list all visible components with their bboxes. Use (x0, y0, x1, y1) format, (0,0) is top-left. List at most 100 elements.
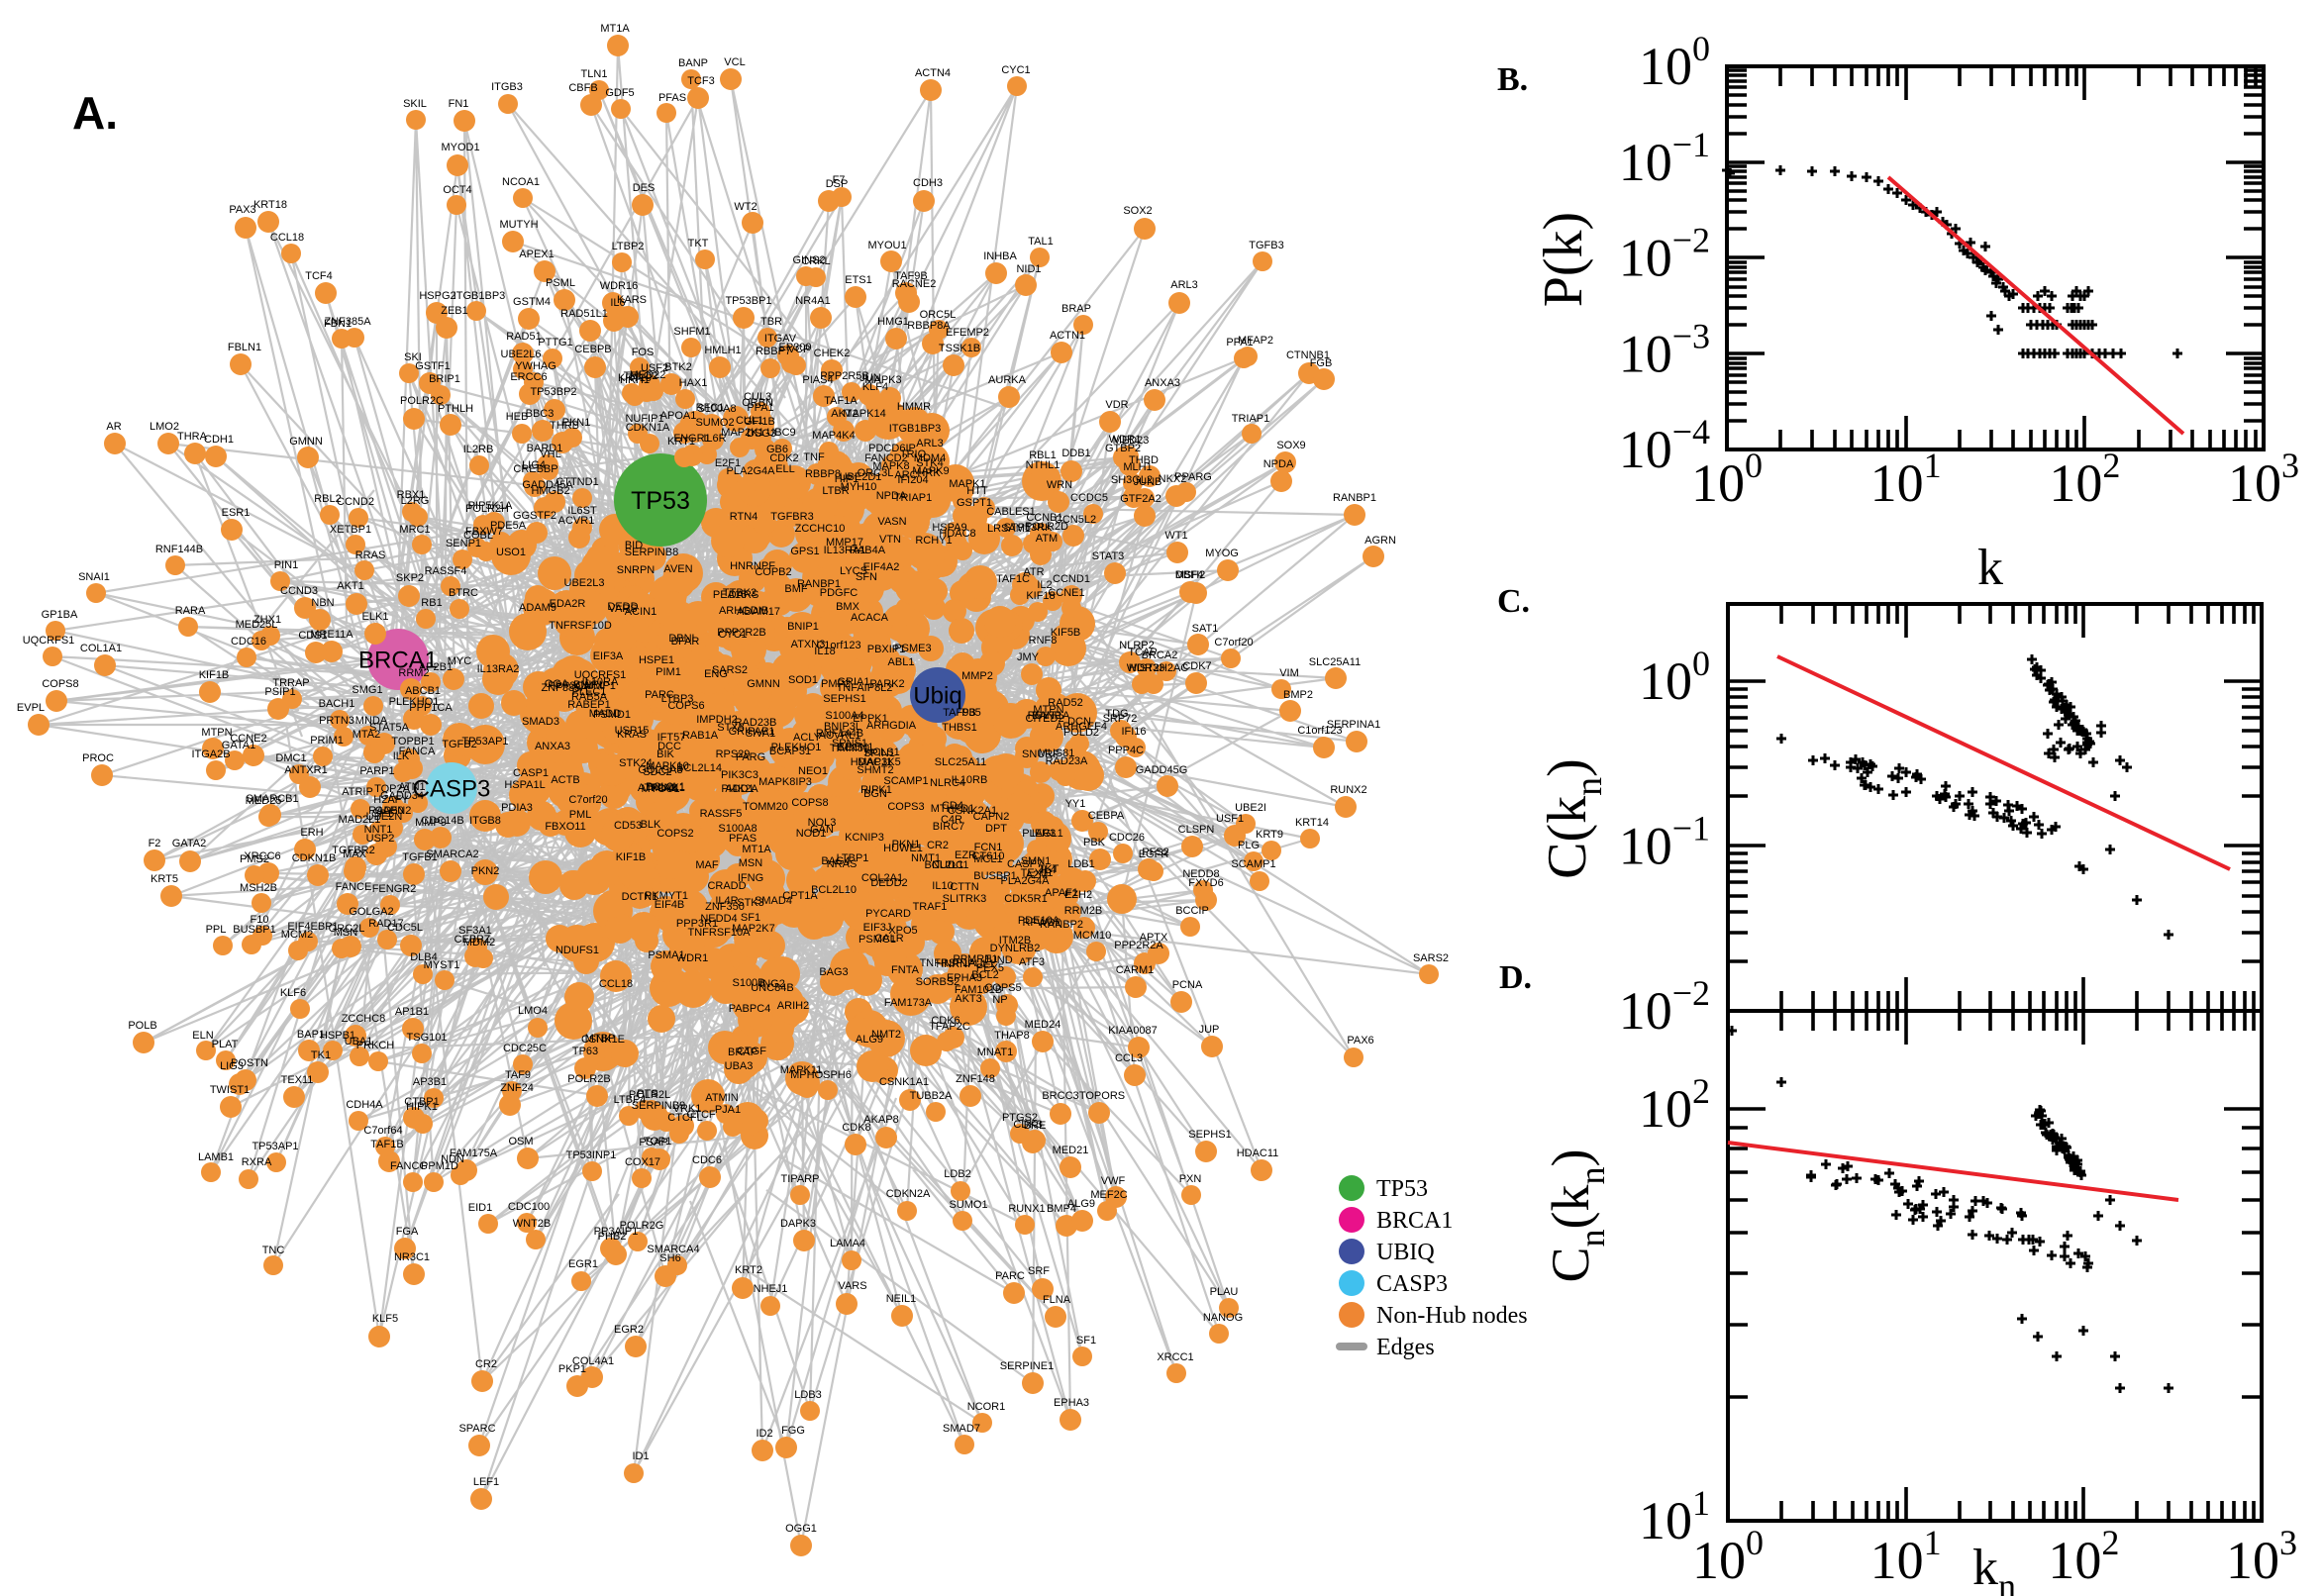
svg-text:MTHFD1: MTHFD1 (931, 803, 975, 815)
svg-text:MED25L: MED25L (236, 619, 278, 631)
svg-text:FENGR2: FENGR2 (372, 883, 417, 895)
svg-text:MAPK3: MAPK3 (864, 374, 901, 386)
svg-text:FANCD2: FANCD2 (864, 452, 907, 464)
svg-text:ACTN4: ACTN4 (915, 67, 951, 79)
svg-text:PLAU: PLAU (1210, 1286, 1239, 1298)
svg-text:RAD51: RAD51 (506, 331, 541, 343)
svg-text:Non-Hub nodes: Non-Hub nodes (1376, 1303, 1528, 1329)
svg-text:GOLGA2: GOLGA2 (349, 906, 393, 918)
svg-text:TAF9B: TAF9B (943, 707, 975, 719)
svg-text:MDM2: MDM2 (463, 937, 495, 948)
svg-text:TGFB1: TGFB1 (402, 851, 437, 863)
svg-text:DBF4: DBF4 (1175, 569, 1203, 581)
svg-text:RANBP2: RANBP2 (1040, 919, 1083, 931)
svg-text:IL13RA1: IL13RA1 (824, 545, 866, 556)
svg-text:RACNE2: RACNE2 (892, 278, 937, 290)
svg-text:PIP5K1A: PIP5K1A (468, 500, 513, 512)
svg-text:DMC1: DMC1 (275, 752, 306, 764)
svg-text:D.: D. (1499, 959, 1532, 996)
svg-text:SFN: SFN (856, 571, 877, 583)
svg-text:NCOA1: NCOA1 (502, 176, 540, 188)
svg-text:CREBBP: CREBBP (513, 463, 557, 475)
svg-text:STK24: STK24 (619, 757, 653, 769)
svg-text:PPL: PPL (206, 924, 227, 936)
svg-text:HSPG2: HSPG2 (419, 290, 455, 302)
svg-text:VARS: VARS (838, 1280, 866, 1292)
svg-text:KRT14: KRT14 (1295, 817, 1329, 829)
svg-text:POLR2B: POLR2B (567, 1073, 610, 1085)
svg-text:LTBP3: LTBP3 (661, 693, 694, 705)
svg-text:ELN: ELN (192, 1030, 213, 1042)
svg-text:H2AFY: H2AFY (373, 794, 409, 806)
svg-text:CDC25C: CDC25C (503, 1043, 547, 1054)
svg-text:KLF6: KLF6 (280, 987, 306, 999)
svg-text:ITM2B: ITM2B (999, 935, 1031, 947)
svg-text:TKT: TKT (1039, 863, 1060, 875)
svg-text:BAG3: BAG3 (819, 966, 848, 978)
svg-text:CDS1: CDS1 (298, 630, 327, 642)
svg-text:RXRA: RXRA (242, 1156, 272, 1168)
svg-text:COPS6: COPS6 (667, 700, 704, 712)
svg-text:IL4R: IL4R (715, 895, 738, 907)
svg-text:SF1: SF1 (741, 912, 760, 924)
svg-text:THRB: THRB (550, 420, 579, 432)
svg-text:GADD45A: GADD45A (522, 479, 573, 491)
svg-text:POLR2G: POLR2G (620, 1220, 664, 1232)
svg-text:MNDA: MNDA (355, 715, 388, 727)
svg-text:PFS2: PFS2 (1142, 847, 1169, 858)
svg-text:RNF144B: RNF144B (816, 728, 863, 740)
svg-text:MDM4: MDM4 (914, 452, 946, 464)
svg-text:FBXO11: FBXO11 (545, 821, 585, 833)
svg-text:PLA2G4A: PLA2G4A (1001, 875, 1051, 887)
svg-text:SCAMP1: SCAMP1 (883, 775, 928, 787)
svg-text:IL13RA2: IL13RA2 (477, 663, 520, 675)
svg-text:GADD45G: GADD45G (1136, 764, 1188, 776)
svg-text:BCL2: BCL2 (971, 969, 999, 981)
svg-text:TSSK1B: TSSK1B (939, 343, 980, 354)
svg-text:KRT18: KRT18 (253, 199, 287, 211)
svg-text:IL10RB: IL10RB (952, 774, 988, 786)
svg-text:AP2B1: AP2B1 (419, 661, 453, 673)
svg-text:SLC25A11: SLC25A11 (1309, 656, 1361, 668)
svg-text:PIN1: PIN1 (274, 559, 298, 571)
svg-text:VASN: VASN (877, 516, 906, 528)
svg-text:KIAA0087: KIAA0087 (1108, 1025, 1158, 1037)
svg-text:COPS8: COPS8 (42, 678, 78, 690)
svg-text:SERPINB9: SERPINB9 (632, 1100, 685, 1112)
svg-text:DEDD2: DEDD2 (870, 877, 907, 889)
svg-text:HSPA9: HSPA9 (932, 522, 966, 534)
svg-text:TTBK2: TTBK2 (723, 587, 757, 599)
svg-text:COL2A1: COL2A1 (861, 872, 903, 884)
svg-text:PMP2: PMP2 (821, 678, 851, 690)
svg-text:MAPK1: MAPK1 (949, 478, 985, 490)
svg-text:XRCC1: XRCC1 (1157, 1351, 1193, 1363)
svg-text:MAP4K4: MAP4K4 (812, 430, 855, 442)
svg-text:MADD: MADD (589, 708, 621, 720)
svg-text:P35: P35 (961, 707, 981, 719)
svg-text:STK3: STK3 (737, 897, 764, 909)
svg-text:RASSF5: RASSF5 (700, 808, 743, 820)
svg-text:GTBP2: GTBP2 (1105, 443, 1141, 454)
svg-text:ATF3: ATF3 (1019, 956, 1045, 968)
svg-text:CCNE2: CCNE2 (230, 733, 266, 745)
svg-text:CDK8: CDK8 (842, 1122, 870, 1134)
svg-text:CCL18: CCL18 (270, 232, 304, 244)
svg-text:CSNK1E: CSNK1E (581, 1034, 625, 1046)
svg-text:BANP: BANP (1032, 710, 1061, 722)
svg-text:PSMD1: PSMD1 (593, 709, 631, 721)
svg-text:CDK2: CDK2 (769, 452, 798, 464)
svg-text:ATM: ATM (1036, 533, 1058, 545)
svg-text:TOPORS: TOPORS (1079, 1090, 1125, 1102)
svg-text:JUNB: JUNB (1134, 476, 1162, 488)
svg-text:ITGB1BP3: ITGB1BP3 (454, 290, 506, 302)
svg-text:WT2: WT2 (734, 201, 757, 213)
svg-text:SERPINB8: SERPINB8 (625, 547, 678, 558)
svg-text:LIG3: LIG3 (220, 1060, 244, 1072)
svg-text:KRT5: KRT5 (151, 873, 178, 885)
svg-text:SF3A1: SF3A1 (458, 925, 492, 937)
svg-text:TIPARP: TIPARP (781, 1173, 820, 1185)
svg-text:DSP: DSP (826, 178, 849, 190)
svg-text:DAPK3: DAPK3 (780, 1218, 816, 1230)
svg-text:TIMM50: TIMM50 (830, 743, 869, 754)
svg-text:CDKN1B: CDKN1B (292, 852, 337, 864)
